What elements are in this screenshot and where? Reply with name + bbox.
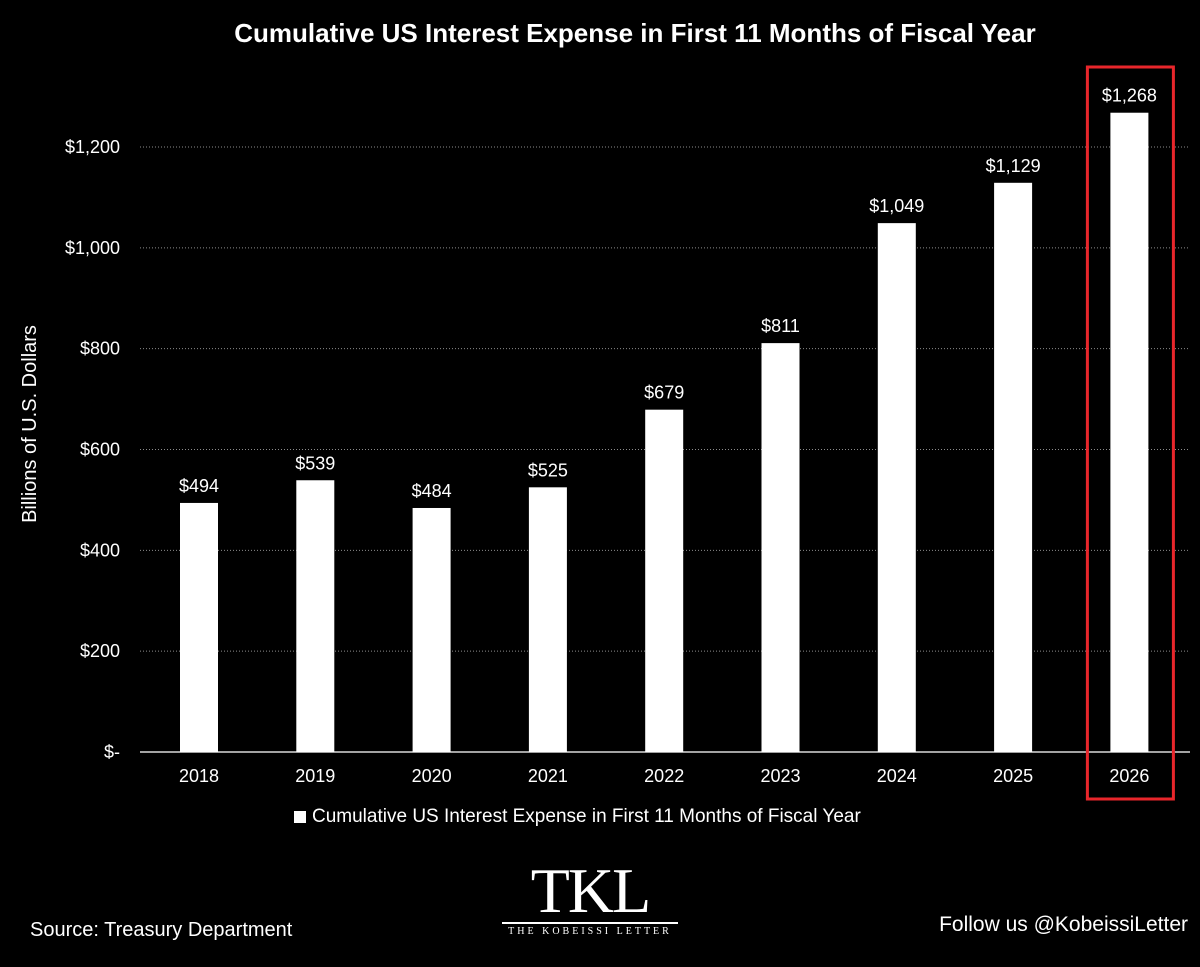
x-tick-label-2026: 2026 [1109,766,1149,786]
logo-mark: TKL [530,855,651,926]
bar-2019 [296,480,335,752]
highlight-box [1085,65,1175,801]
legend: Cumulative US Interest Expense in First … [294,806,861,828]
logo-rule [502,922,678,924]
data-labels: $494 $539 $484 $525 $679 $811 $1,049 $1,129 $1,2… [179,86,1157,501]
x-tick-label-2022: 2022 [644,766,684,786]
y-tick-label: $1,200 [65,137,120,157]
y-axis-label: Billions of U.S. Dollars [19,325,41,523]
y-tick-label: $800 [80,339,120,359]
y-axis-ticks: $- $200 $400 $600 $800 $1,000 $1,200 [65,137,120,762]
x-tick-label-2019: 2019 [295,766,335,786]
bar-2026 [1110,112,1149,752]
data-label-2024: $1,049 [869,196,924,216]
bar-2018 [180,502,218,752]
bars [180,112,1149,753]
y-tick-label: $400 [80,540,120,560]
source-note: Source: Treasury Department [30,919,293,941]
bar-2022 [645,409,684,752]
bar-2023 [761,343,800,752]
bar-2025 [994,182,1033,752]
logo-subtitle: THE KOBEISSI LETTER [508,926,672,937]
chart-title: Cumulative US Interest Expense in First … [234,18,1036,48]
y-tick-label: $- [104,742,120,762]
x-tick-label-2025: 2025 [993,766,1033,786]
x-tick-label-2020: 2020 [412,766,452,786]
data-label-2019: $539 [295,453,335,473]
data-label-2020: $484 [412,481,452,501]
x-tick-label-2021: 2021 [528,766,568,786]
data-label-2021: $525 [528,460,568,480]
x-tick-label-2023: 2023 [760,766,800,786]
y-tick-label: $200 [80,641,120,661]
data-label-2018: $494 [179,476,219,496]
data-label-2025: $1,129 [986,156,1041,176]
x-tick-label-2018: 2018 [179,766,219,786]
x-tick-label-2024: 2024 [877,766,917,786]
bar-2021 [528,487,567,752]
bar-2024 [877,223,916,753]
data-label-2026: $1,268 [1102,86,1157,106]
legend-label: Cumulative US Interest Expense in First … [312,806,861,827]
bar-2020 [412,507,451,752]
tkl-logo: TKL THE KOBEISSI LETTER [500,855,680,937]
data-label-2023: $811 [761,316,800,336]
y-tick-label: $1,000 [65,238,120,258]
y-tick-label: $600 [80,440,120,460]
x-axis-ticks: 2018 2019 2020 2021 2022 2023 2024 2025 2026 [179,766,1149,786]
follow-handle: Follow us @KobeissiLetter [939,913,1188,936]
legend-swatch [294,811,306,823]
data-label-2022: $679 [644,383,684,403]
